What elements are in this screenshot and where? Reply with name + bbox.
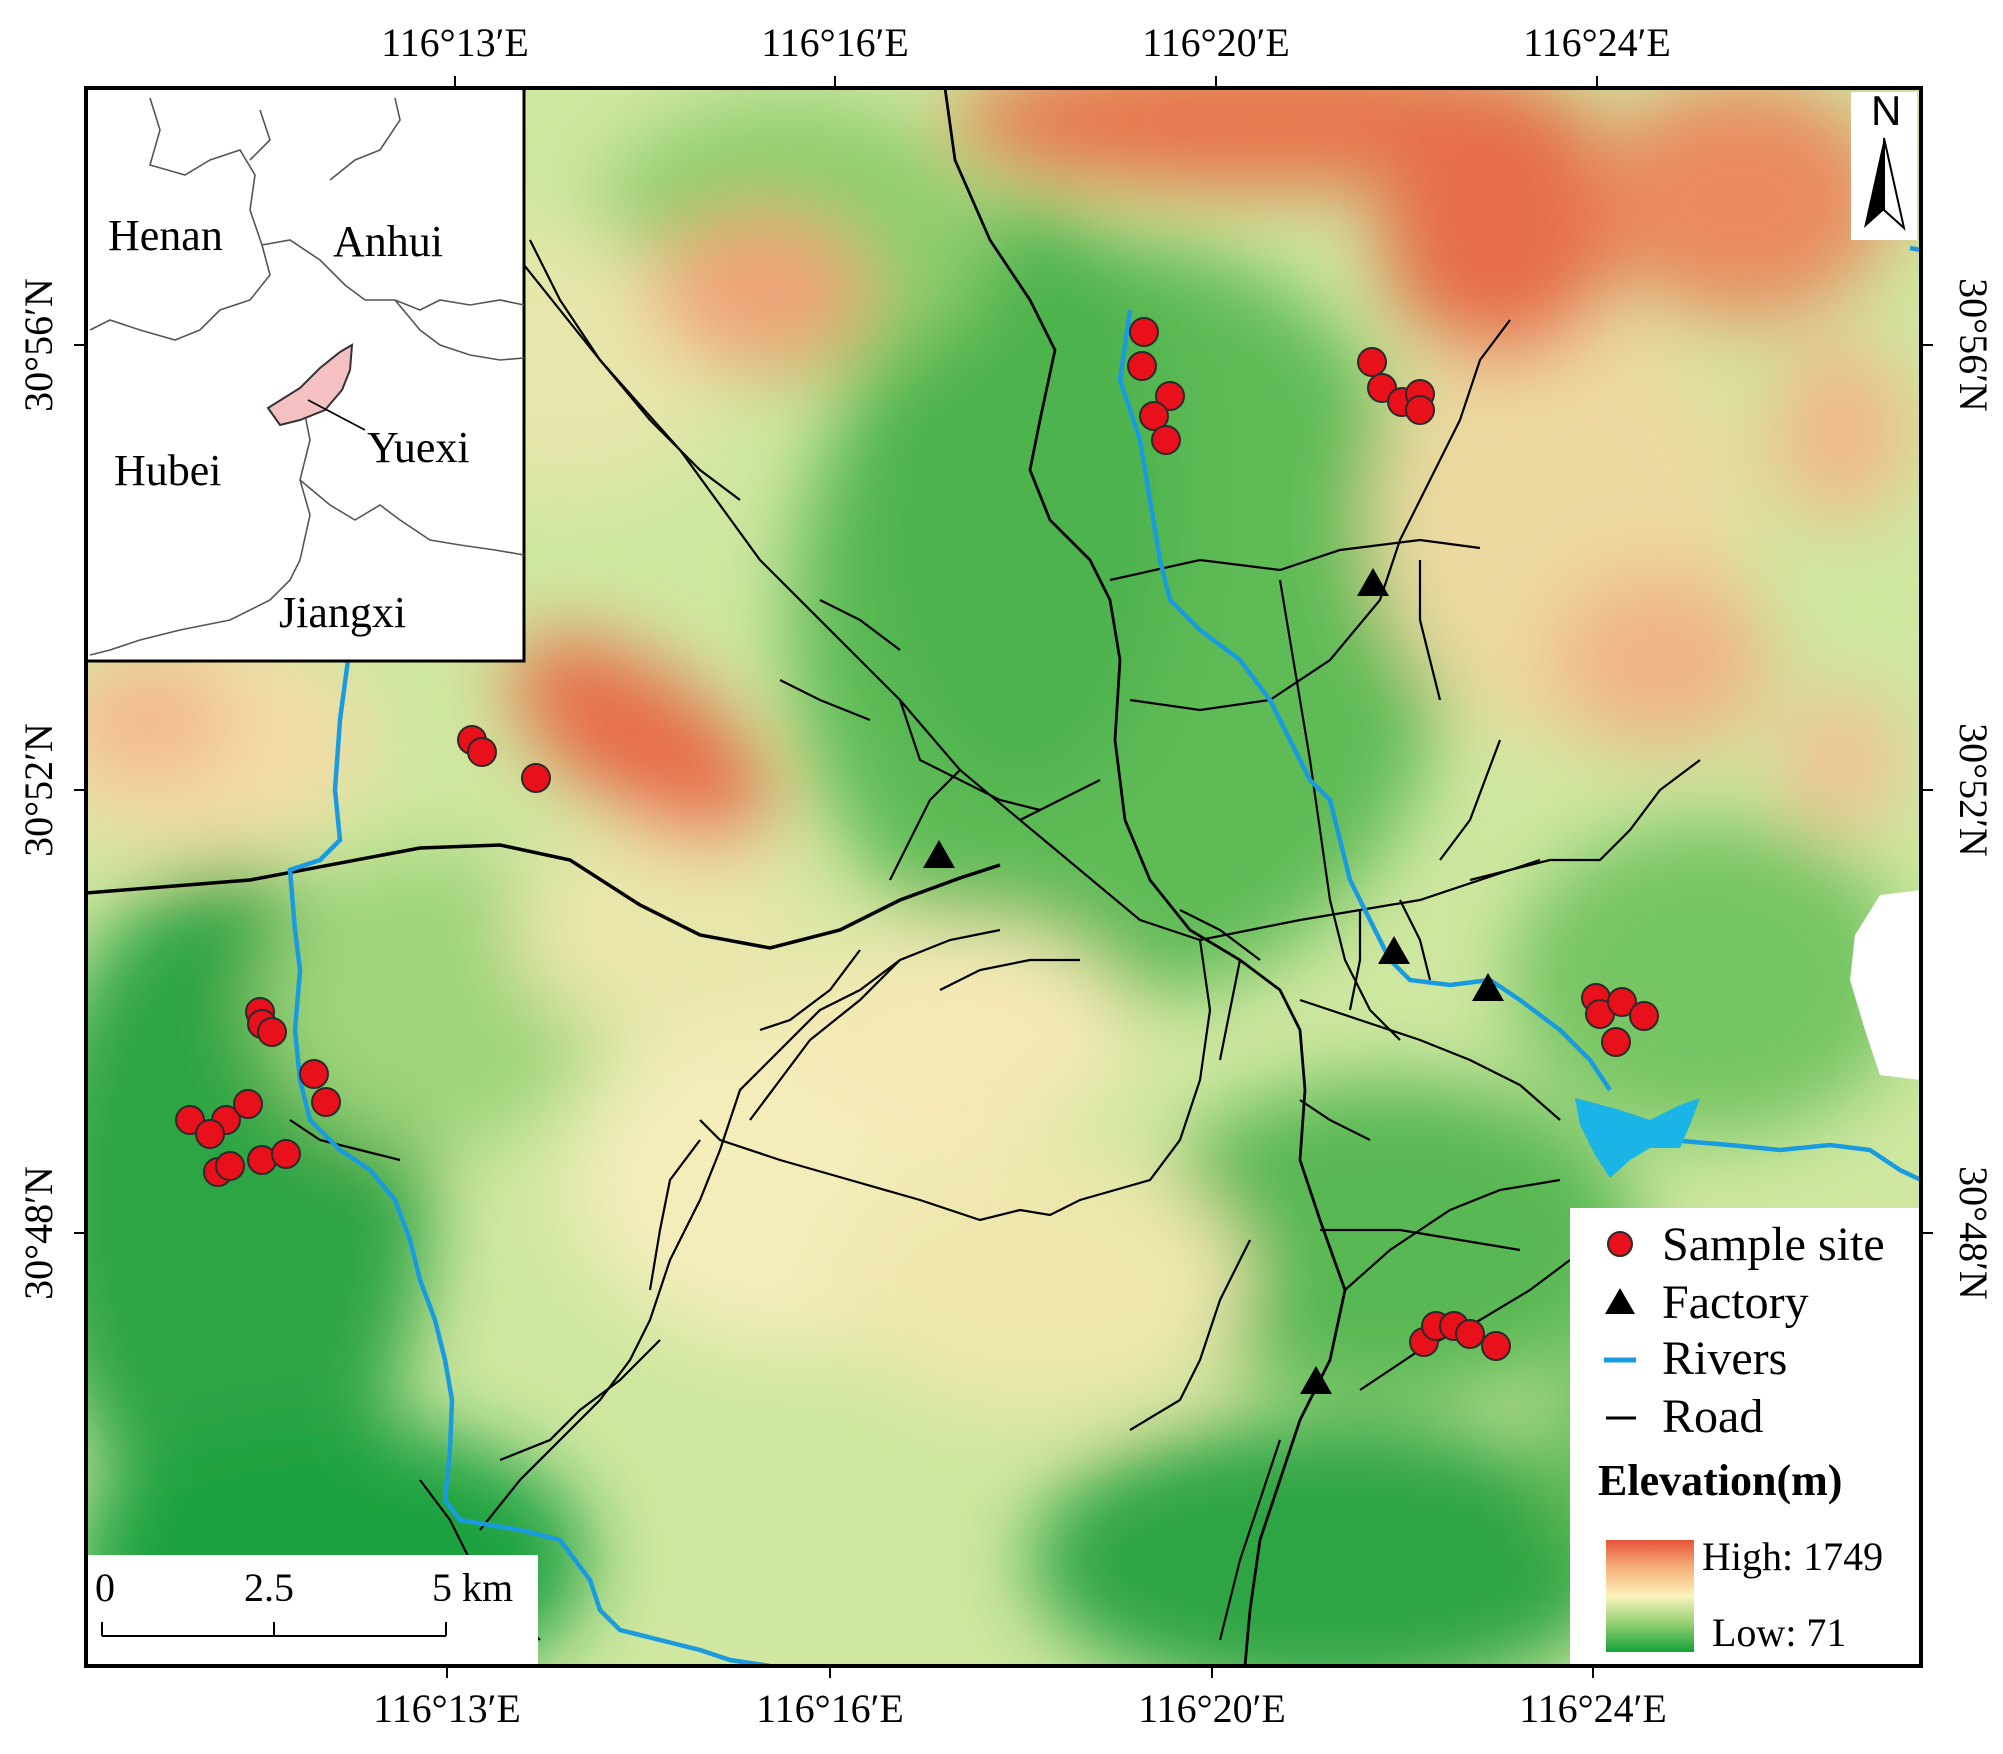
north-arrow-label: N <box>1871 87 1901 134</box>
inset-label-hubei: Hubei <box>114 446 222 495</box>
inset-map: Henan Anhui Hubei Jiangxi Yuexi <box>84 86 526 663</box>
lat-label-right-1: 30°56′N <box>1951 278 1996 412</box>
lon-label-top-3: 116°20′E <box>1142 20 1290 65</box>
factory-marker <box>923 840 955 868</box>
elevation-raster <box>86 88 1921 1666</box>
legend-label-sample-site: Sample site <box>1662 1218 1885 1271</box>
sample-site <box>467 737 497 767</box>
sample-site <box>311 1087 341 1117</box>
yuexi-area <box>266 343 354 427</box>
lat-label-left-2: 30°52′N <box>16 723 61 857</box>
factory-marker <box>1378 936 1410 964</box>
sample-site <box>1151 425 1181 455</box>
sample-site <box>1629 1001 1659 1031</box>
graticule-ticks <box>74 76 1933 1678</box>
factory-marker <box>1472 973 1504 1001</box>
sample-site <box>1129 317 1159 347</box>
inset-label-henan: Henan <box>108 211 223 260</box>
inset-label-anhui: Anhui <box>333 217 443 266</box>
sample-site <box>521 763 551 793</box>
sample-site <box>257 1017 287 1047</box>
lat-label-right-3: 30°48′N <box>1951 1166 1996 1300</box>
lon-label-bottom-1: 116°13′E <box>373 1686 521 1731</box>
scale-label-2-5: 2.5 <box>244 1565 294 1610</box>
lon-label-bottom-3: 116°20′E <box>1138 1686 1286 1731</box>
factory-markers <box>923 568 1504 1394</box>
legend-label-rivers: Rivers <box>1662 1332 1787 1385</box>
sample-site <box>1455 1319 1485 1349</box>
river-network <box>287 245 1921 1666</box>
lat-label-left-1: 30°56′N <box>16 278 61 412</box>
sample-site <box>1601 1027 1631 1057</box>
sample-site <box>271 1139 301 1169</box>
sample-site <box>195 1119 225 1149</box>
sample-site-markers <box>175 317 1659 1361</box>
sample-site <box>1405 395 1435 425</box>
sample-site <box>1357 347 1387 377</box>
sample-site <box>233 1089 263 1119</box>
reservoir <box>1575 1098 1700 1178</box>
legend-label-factory: Factory <box>1662 1276 1809 1329</box>
sample-site <box>215 1151 245 1181</box>
inset-label-jiangxi: Jiangxi <box>279 588 406 637</box>
legend-low-label: Low: 71 <box>1712 1610 1846 1655</box>
scale-label-5km: 5 km <box>432 1565 513 1610</box>
lon-label-top-1: 116°13′E <box>381 20 529 65</box>
legend-sample-site-icon <box>1607 1231 1633 1257</box>
scale-bar: 0 2.5 5 km <box>86 1555 538 1666</box>
lat-label-right-2: 30°52′N <box>1951 723 1996 857</box>
legend-factory-icon <box>1605 1288 1635 1314</box>
lat-label-left-3: 30°48′N <box>16 1166 61 1300</box>
lon-label-top-2: 116°16′E <box>761 20 909 65</box>
legend: Sample site Factory Rivers Road Elevatio… <box>1570 1208 1921 1666</box>
north-arrow: N <box>1851 87 1917 240</box>
sample-site <box>1139 401 1169 431</box>
map-frame <box>84 86 1923 1668</box>
scale-label-0: 0 <box>95 1565 115 1610</box>
sample-site <box>1155 381 1185 411</box>
legend-high-label: High: 1749 <box>1702 1534 1883 1579</box>
factory-marker <box>1357 568 1389 596</box>
lon-label-bottom-2: 116°16′E <box>756 1686 904 1731</box>
legend-label-road: Road <box>1662 1390 1763 1443</box>
lon-label-top-4: 116°24′E <box>1523 20 1671 65</box>
sample-site <box>299 1059 329 1089</box>
elevation-color-ramp <box>1606 1540 1694 1652</box>
sample-site <box>1607 987 1637 1017</box>
lon-label-bottom-4: 116°24′E <box>1519 1686 1667 1731</box>
legend-elevation-title: Elevation(m) <box>1598 1456 1842 1505</box>
factory-marker <box>1300 1366 1332 1394</box>
sample-site <box>1127 351 1157 381</box>
inset-label-yuexi: Yuexi <box>367 423 470 472</box>
sample-site <box>1481 1331 1511 1361</box>
